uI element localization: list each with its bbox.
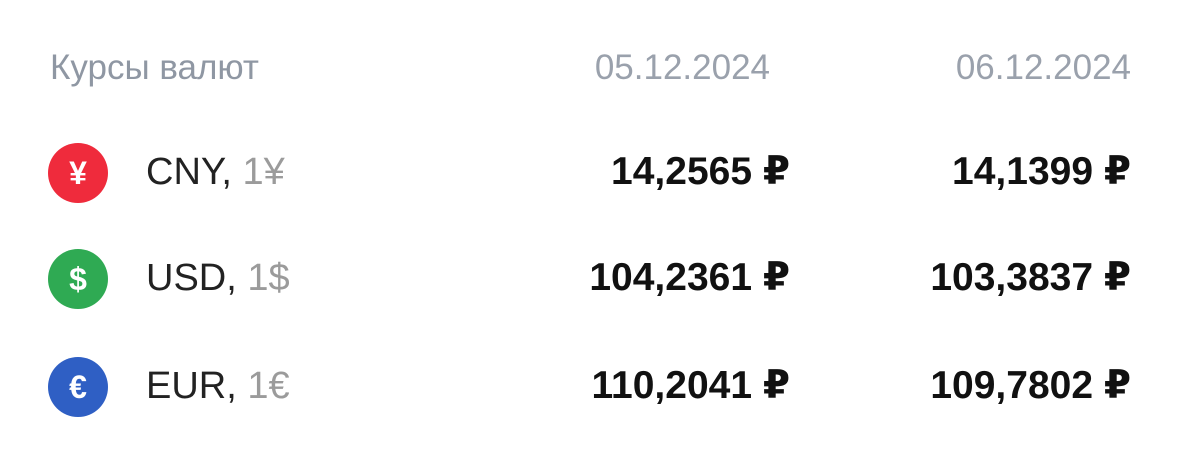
currency-code: USD, bbox=[146, 257, 237, 299]
rate-row-usd: $ USD, 1$ 104,2361 ₽ 103,3837 ₽ bbox=[0, 228, 1179, 328]
rates-header: Курсы валют 05.12.2024 06.12.2024 bbox=[0, 0, 1179, 130]
page-title: Курсы валют bbox=[50, 48, 259, 87]
currency-label: USD, 1$ bbox=[146, 256, 290, 300]
currency-code: CNY, bbox=[146, 151, 232, 193]
rate-value-date-1: 104,2361 ₽ bbox=[589, 256, 790, 299]
date-column-2: 06.12.2024 bbox=[955, 48, 1131, 87]
currency-unit: 1¥ bbox=[242, 151, 285, 193]
currency-unit: 1$ bbox=[247, 257, 290, 299]
dollar-icon: $ bbox=[48, 249, 108, 309]
rate-value-date-2: 14,1399 ₽ bbox=[952, 150, 1131, 193]
rate-value-date-1: 14,2565 ₽ bbox=[611, 150, 790, 193]
rate-value-date-2: 103,3837 ₽ bbox=[930, 256, 1131, 299]
currency-code: EUR, bbox=[146, 365, 237, 407]
euro-icon: € bbox=[48, 357, 108, 417]
currency-unit: 1€ bbox=[247, 365, 290, 407]
rate-value-date-1: 110,2041 ₽ bbox=[591, 364, 791, 407]
rate-row-cny: ¥ CNY, 1¥ 14,2565 ₽ 14,1399 ₽ bbox=[0, 122, 1179, 222]
rate-value-date-2: 109,7802 ₽ bbox=[930, 364, 1131, 407]
currency-label: EUR, 1€ bbox=[146, 364, 290, 408]
currency-label: CNY, 1¥ bbox=[146, 150, 285, 194]
date-column-1: 05.12.2024 bbox=[594, 48, 770, 87]
rate-row-eur: € EUR, 1€ 110,2041 ₽ 109,7802 ₽ bbox=[0, 336, 1179, 436]
yuan-icon: ¥ bbox=[48, 143, 108, 203]
